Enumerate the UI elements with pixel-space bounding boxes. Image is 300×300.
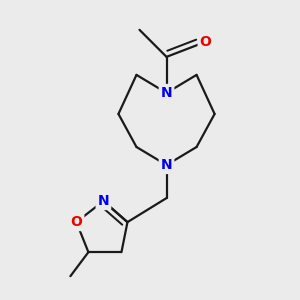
Text: N: N [161, 158, 172, 172]
Text: N: N [98, 194, 109, 208]
Text: N: N [161, 86, 172, 100]
Text: O: O [200, 35, 211, 49]
Text: O: O [70, 215, 82, 229]
